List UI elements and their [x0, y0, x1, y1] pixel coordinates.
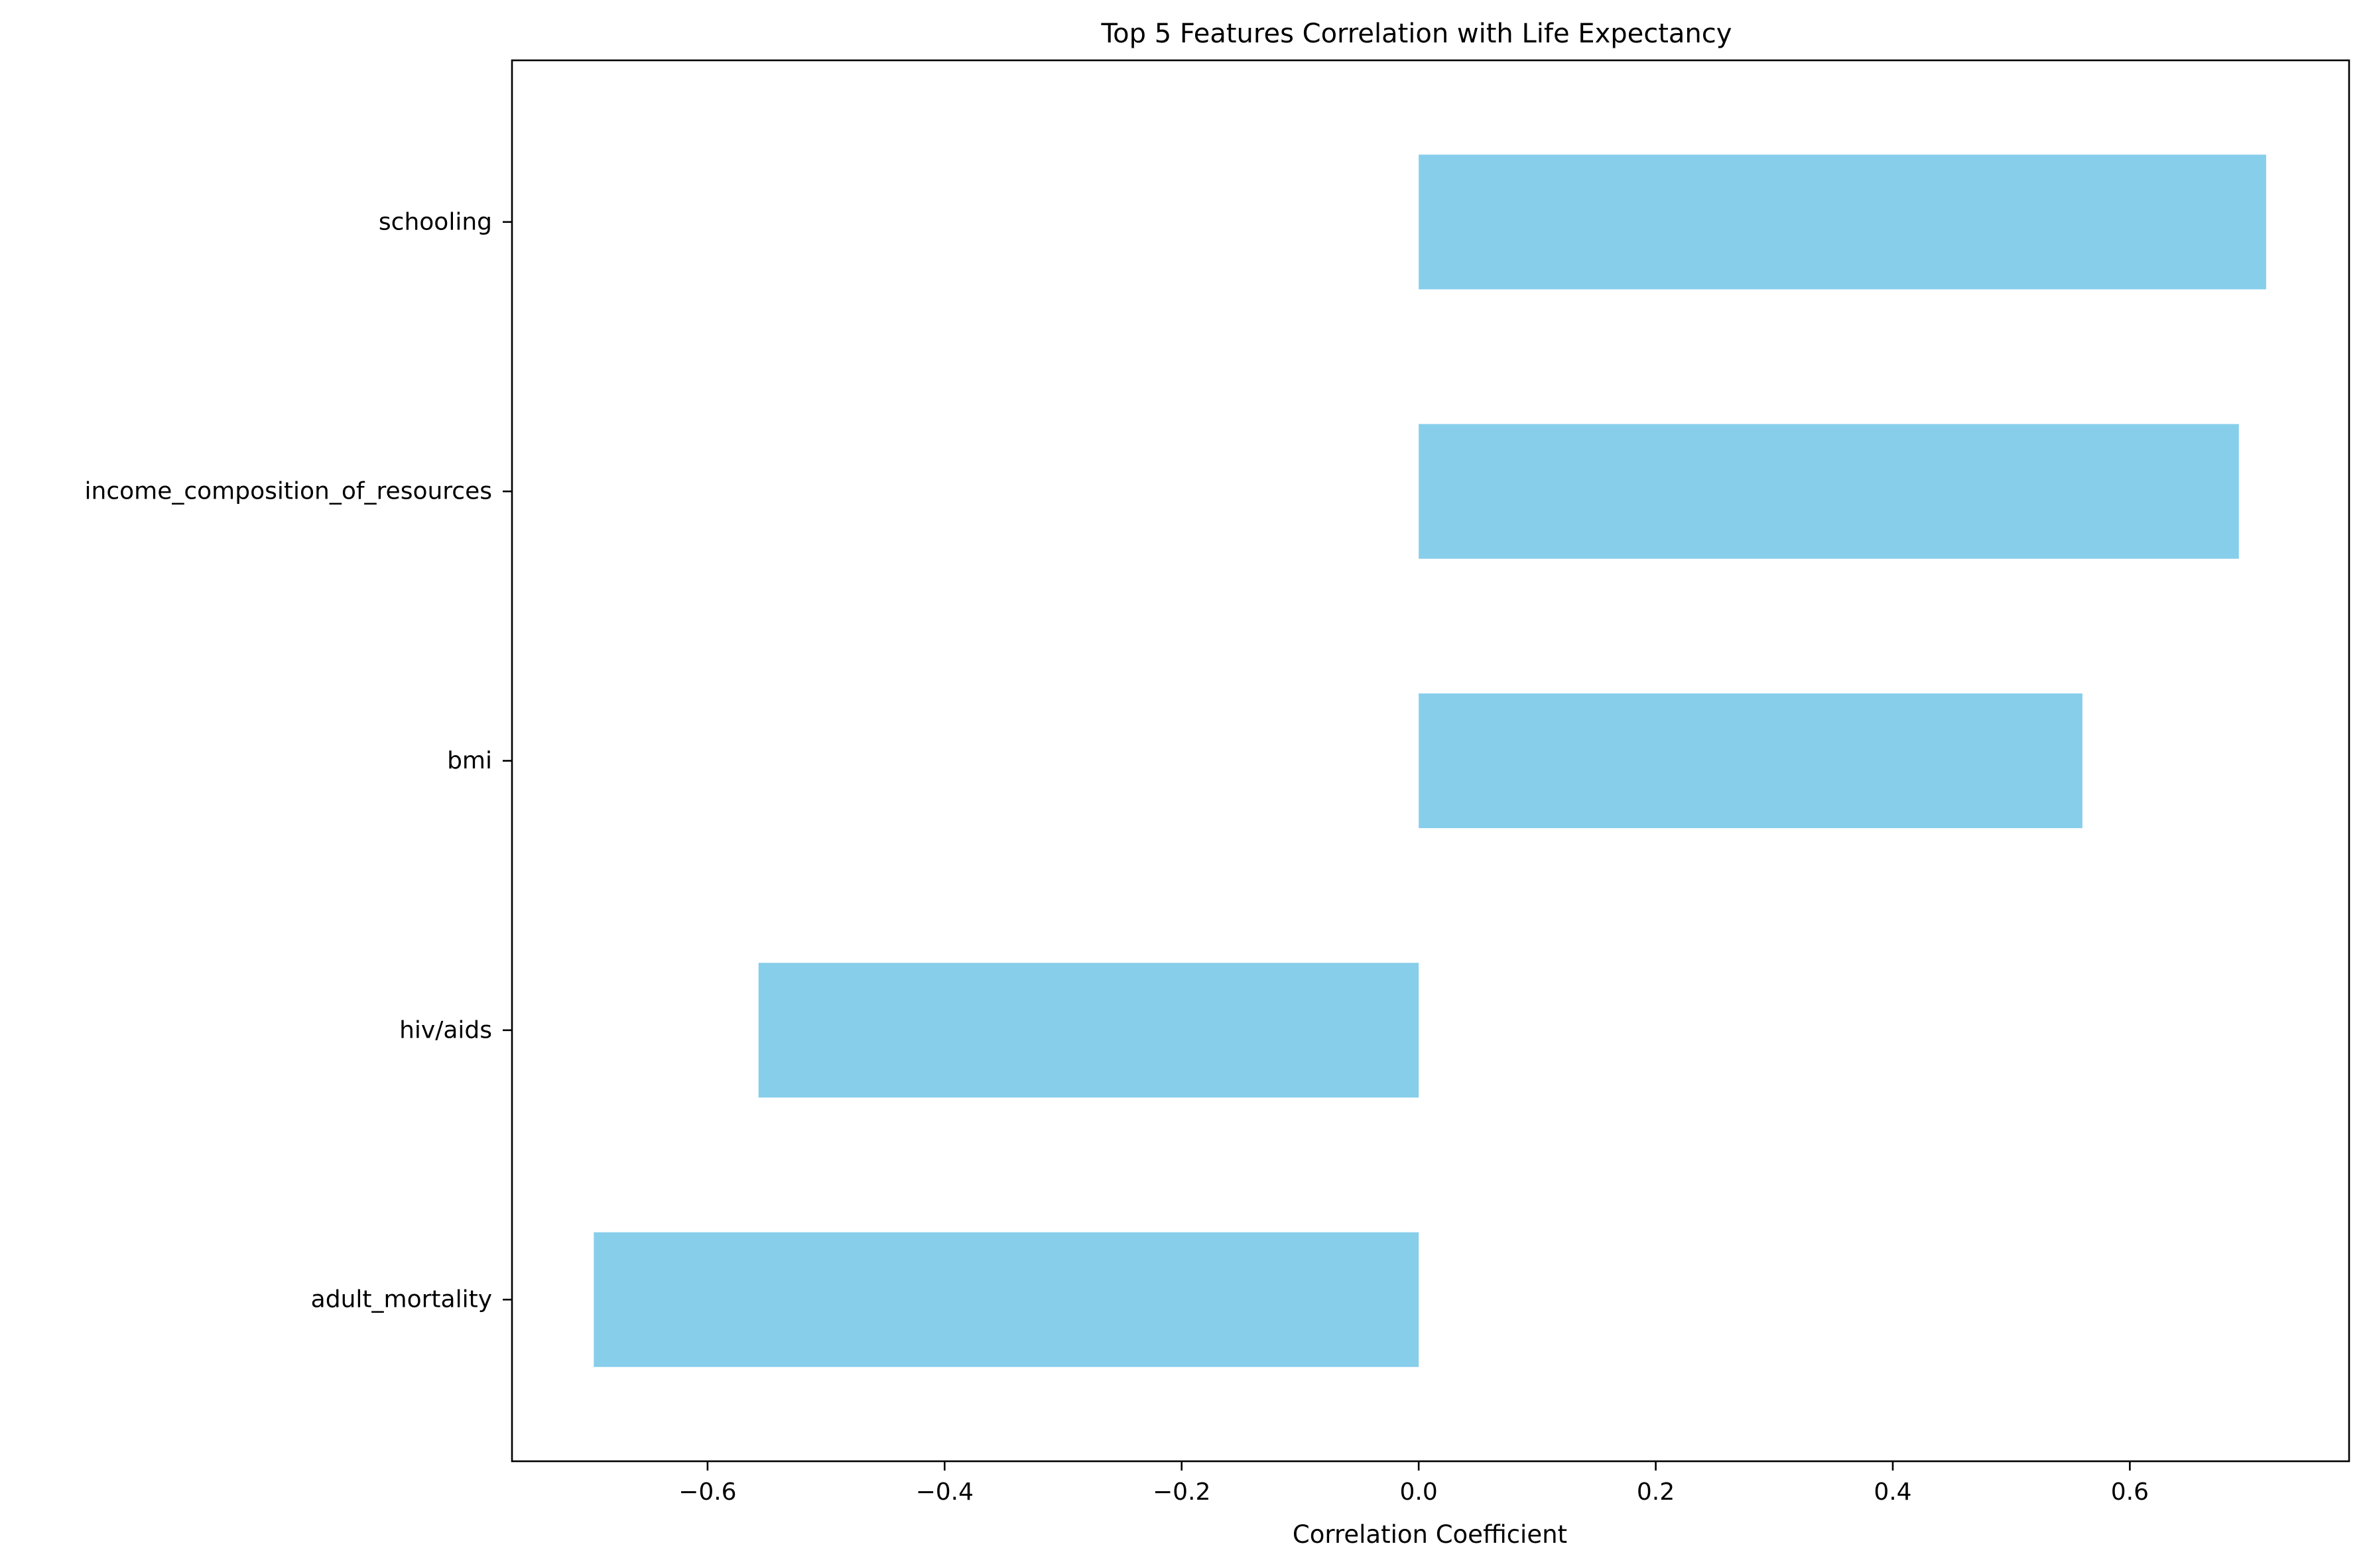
y-tick-label: income_composition_of_resources	[85, 478, 493, 505]
x-tick-label: 0.0	[1399, 1478, 1437, 1506]
y-tick-label: hiv/aids	[399, 1016, 492, 1044]
bar-hiv-aids	[758, 963, 1419, 1098]
x-tick-label: 0.2	[1637, 1478, 1675, 1506]
x-tick-label: 0.6	[2111, 1478, 2149, 1506]
x-ticks-layer: −0.6 −0.4 −0.2 0.0 0.2 0.4 0.6	[678, 1461, 2149, 1506]
x-axis-label: Correlation Coefficient	[1293, 1520, 1567, 1549]
y-tick-label: schooling	[379, 208, 492, 235]
bar-adult-mortality	[594, 1232, 1419, 1367]
plot-frame	[511, 59, 2350, 1463]
y-tick-label: bmi	[447, 747, 492, 774]
x-tick-label: 0.4	[1874, 1478, 1911, 1506]
y-ticks-layer: adult_mortality hiv/aids bmi income_composi…	[85, 208, 512, 1313]
y-tick-label: adult_mortality	[311, 1286, 492, 1313]
bar-schooling	[1419, 154, 2266, 290]
x-tick-label: −0.4	[916, 1478, 974, 1506]
bars-layer	[594, 154, 2266, 1367]
x-tick-label: −0.2	[1153, 1478, 1210, 1506]
bar-income-composition-of-resources	[1419, 424, 2239, 559]
chart-title: Top 5 Features Correlation with Life Exp…	[1101, 19, 1732, 49]
bar-bmi	[1419, 693, 2082, 829]
x-tick-label: −0.6	[678, 1478, 736, 1506]
